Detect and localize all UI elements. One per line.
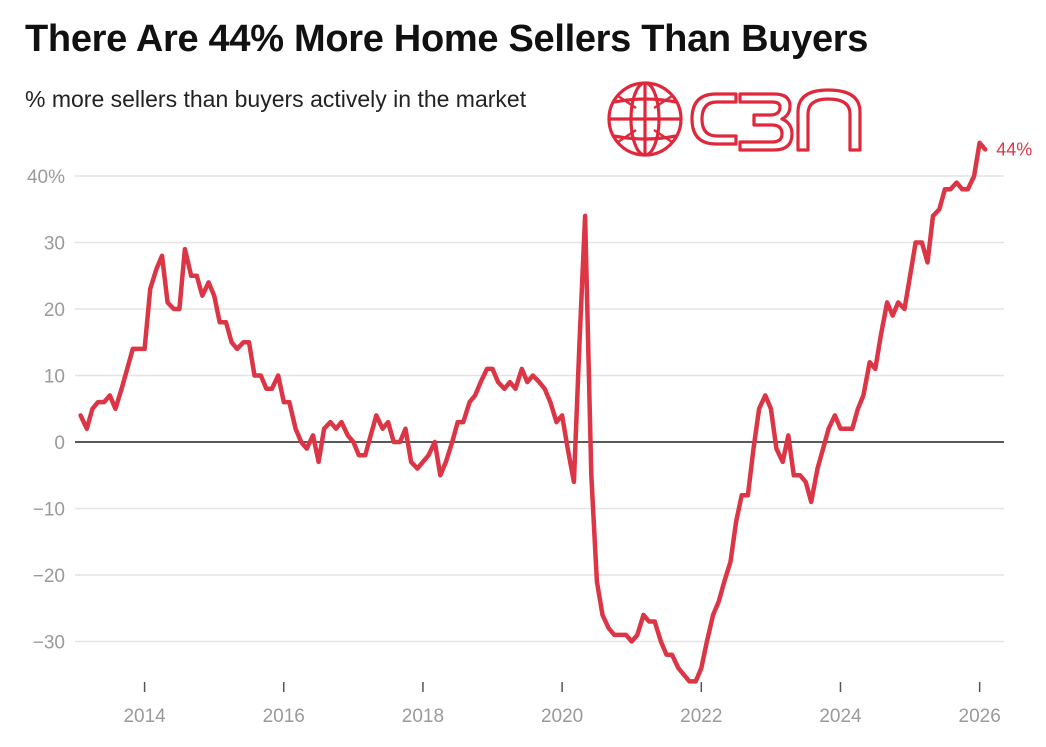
- x-tick-label: 2022: [680, 706, 722, 727]
- series-line: [78, 140, 988, 684]
- x-tick-label: 2020: [541, 706, 583, 727]
- x-tick-label: 2016: [263, 706, 305, 727]
- y-tick-label: −10: [33, 500, 65, 521]
- cbn-logo: [607, 81, 862, 157]
- globe-icon: [607, 81, 683, 157]
- x-tick-label: 2014: [123, 706, 166, 727]
- y-tick-label: −30: [33, 633, 65, 654]
- x-tick-label: 2018: [402, 706, 444, 727]
- x-tick-label: 2026: [959, 706, 1001, 727]
- gridlines: [75, 175, 1004, 643]
- cbn-letters: [690, 88, 862, 152]
- y-tick-label: 40%: [27, 167, 65, 188]
- y-tick-label: 10: [44, 367, 65, 388]
- y-tick-label: 20: [44, 300, 65, 321]
- end-value-label: 44%: [996, 139, 1032, 159]
- chart-subtitle: % more sellers than buyers actively in t…: [25, 86, 527, 112]
- y-tick-label: 30: [44, 234, 65, 255]
- series: [78, 140, 988, 684]
- end-label-group: 44%: [996, 139, 1032, 159]
- x-axis: 2014 2016 2018 2020 2022 2024 2026: [123, 682, 1001, 727]
- y-tick-label: 0: [54, 433, 65, 454]
- y-tick-label: −20: [33, 566, 65, 587]
- chart-title: There Are 44% More Home Sellers Than Buy…: [25, 18, 869, 60]
- y-axis: 40% 30 20 10 0 −10 −20 −30: [27, 167, 65, 654]
- x-tick-label: 2024: [819, 706, 862, 727]
